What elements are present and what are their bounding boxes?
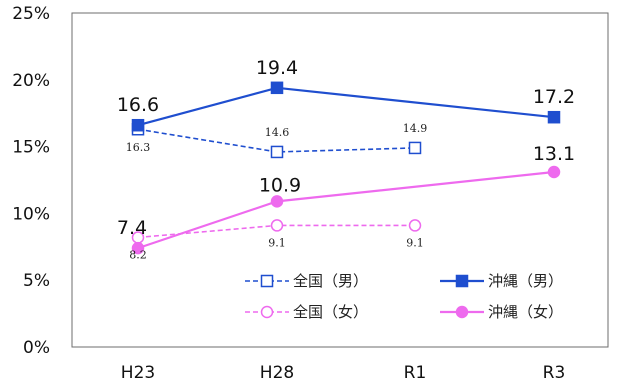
series-3 (131, 165, 561, 255)
legend: 全国（男） 沖縄（男） 全国（女） 沖縄（女） (245, 272, 563, 321)
x-axis-ticks: H23 H28 R1 R3 (121, 363, 566, 383)
series-2 (131, 219, 422, 244)
series-lines (131, 81, 561, 255)
series-1 (131, 81, 561, 132)
data-label: 16.6 (117, 94, 159, 116)
data-label: 9.1 (268, 236, 286, 249)
data-label: 7.4 (117, 217, 147, 239)
legend-label: 全国（男） (293, 272, 368, 290)
data-label: 14.9 (403, 122, 428, 135)
x-tick-label: R3 (543, 363, 566, 383)
data-point-marker (270, 81, 284, 95)
legend-marker (260, 305, 274, 319)
data-point-marker (547, 165, 561, 179)
data-label: 9.1 (406, 236, 424, 249)
legend-item: 沖縄（女） (440, 303, 563, 321)
legend-item: 全国（男） (245, 272, 368, 290)
y-tick-label: 10% (12, 204, 50, 224)
data-point-marker (547, 110, 561, 124)
y-tick-label: 5% (23, 271, 50, 291)
y-tick-label: 20% (12, 71, 50, 91)
data-label: 19.4 (256, 57, 298, 79)
data-label: 14.6 (265, 126, 290, 139)
data-point-marker (270, 145, 284, 159)
legend-marker (455, 305, 469, 319)
data-point-marker (408, 141, 422, 155)
data-label: 10.9 (259, 174, 301, 196)
y-tick-label: 0% (23, 338, 50, 358)
data-label: 16.3 (126, 141, 151, 154)
data-point-marker (131, 118, 145, 132)
data-label: 13.1 (533, 143, 575, 165)
x-tick-label: H23 (121, 363, 155, 383)
data-point-marker (408, 219, 422, 232)
data-label: 17.2 (533, 86, 575, 108)
legend-item: 沖縄（男） (440, 272, 563, 290)
plot-area (71, 12, 609, 348)
legend-item: 全国（女） (245, 303, 368, 321)
x-tick-label: H28 (260, 363, 294, 383)
legend-label: 沖縄（女） (488, 303, 563, 321)
legend-marker (260, 274, 274, 288)
legend-marker (455, 274, 469, 288)
data-point-marker (270, 219, 284, 232)
series-line (137, 170, 555, 250)
data-label: 8.2 (129, 248, 147, 261)
x-tick-label: R1 (404, 363, 427, 383)
y-tick-label: 15% (12, 138, 50, 158)
data-labels: 16.3 14.6 14.9 16.6 19.4 17.2 8.2 9.1 9.1 7.4 10.9… (117, 57, 575, 262)
legend-label: 全国（女） (293, 303, 368, 321)
series-line (137, 86, 555, 127)
y-tick-label: 25% (12, 4, 50, 24)
legend-label: 沖縄（男） (488, 272, 563, 290)
data-point-marker (270, 195, 284, 208)
data-point-marker (131, 241, 145, 255)
y-axis-ticks: 0% 5% 10% 15% 20% 25% (12, 4, 50, 358)
